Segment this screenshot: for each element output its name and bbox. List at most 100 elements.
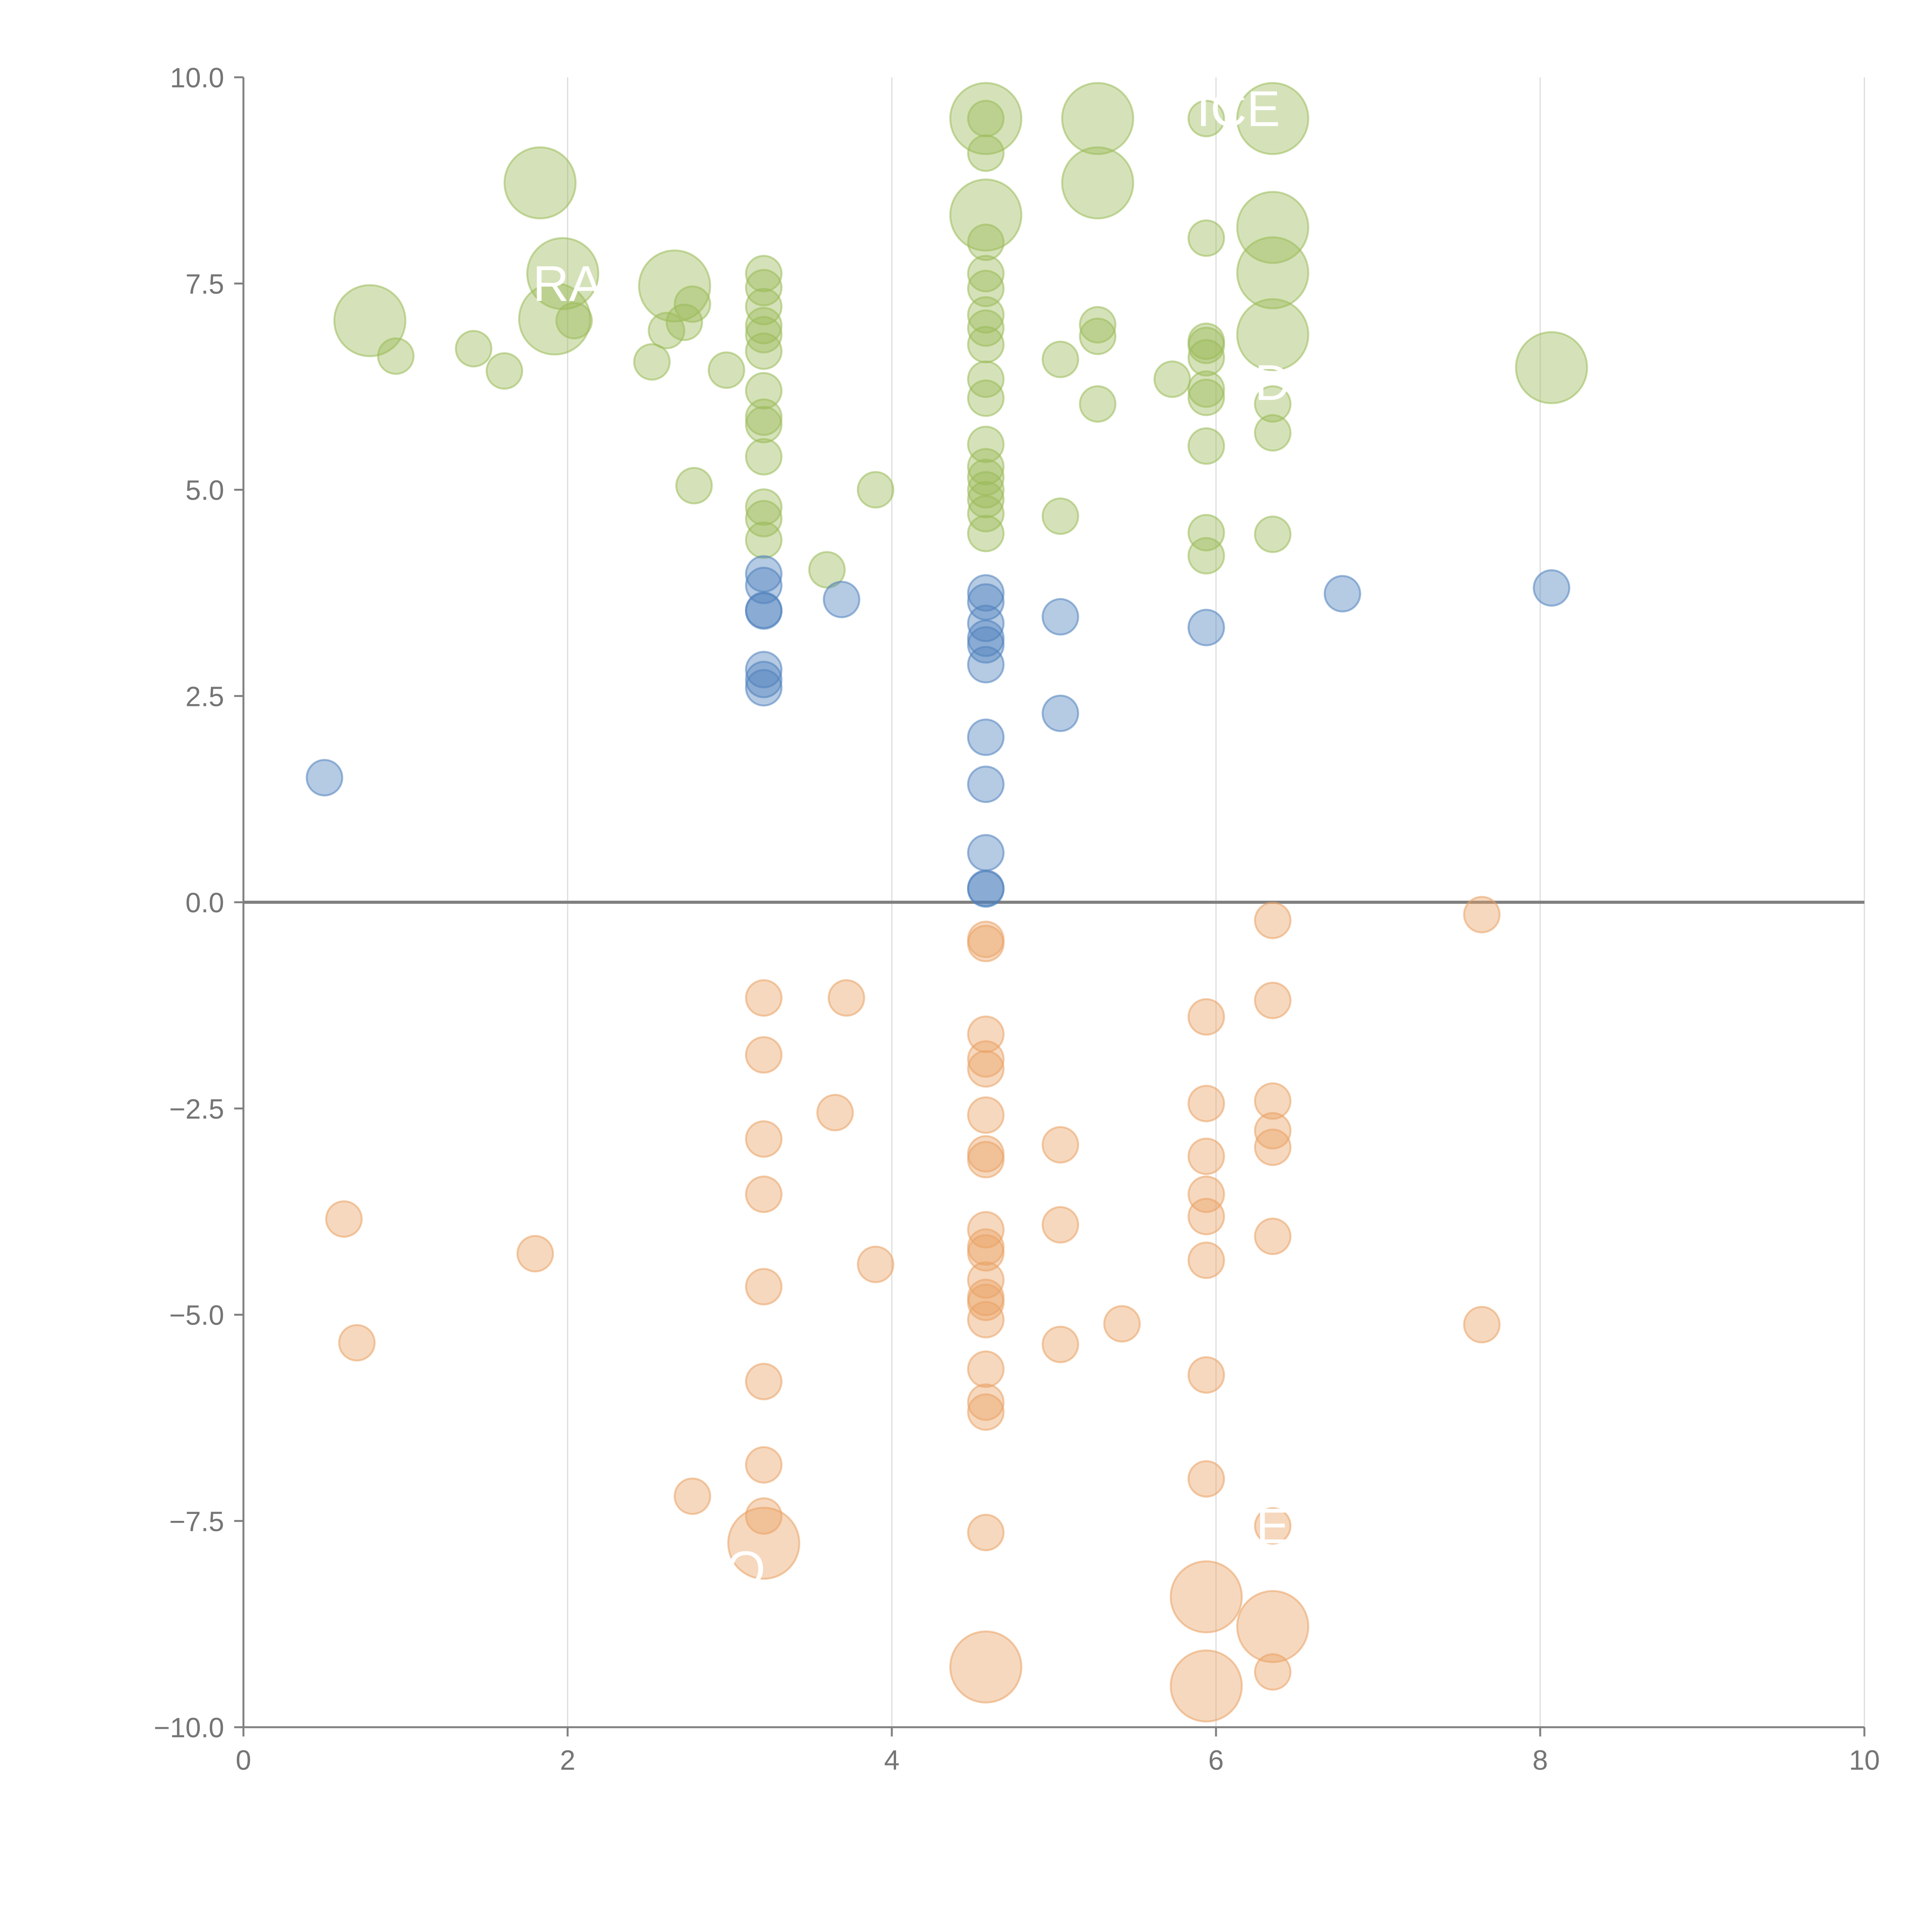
orange-point [1463,1306,1501,1344]
green-point [857,471,895,509]
orange-point [745,1362,783,1400]
green-point [1187,327,1225,364]
blue-point [745,669,783,707]
orange-point [1463,896,1501,934]
orange-point [967,1393,1005,1431]
green-point [1061,146,1134,219]
green-point [1079,317,1117,355]
orange-point [745,1175,783,1213]
orange-point [1254,1112,1292,1150]
point-label: E [1256,1498,1289,1554]
orange-point [1170,1649,1243,1723]
orange-point [1254,901,1292,939]
green-point [1041,340,1079,378]
x-tick-label: 6 [1208,1745,1224,1776]
blue-point [745,661,783,699]
green-point [967,296,1005,334]
green-point [808,551,846,589]
green-point [967,360,1005,398]
point-label: O [726,1541,765,1597]
green-point [967,309,1005,347]
green-point [949,82,1022,155]
y-tick-label: −7.5 [169,1506,224,1537]
green-point [526,237,599,310]
green-point [1187,370,1225,408]
orange-point [1254,1082,1292,1120]
green-point [648,311,685,349]
green-point [1254,414,1292,452]
green-point [518,282,591,356]
blue-point [967,870,1005,908]
orange-point [745,1268,783,1306]
blue-point [1187,609,1225,646]
green-point [745,255,783,293]
orange-point [1041,1126,1079,1164]
orange-point [338,1324,376,1362]
orange-point [857,1245,895,1283]
green-point [333,284,406,357]
green-point [1079,306,1117,344]
orange-point [967,1050,1005,1088]
orange-point [1187,1356,1225,1394]
orange-point [727,1507,801,1580]
orange-point [1187,1175,1225,1213]
blue-point [1041,694,1079,732]
orange-point [1103,1305,1141,1343]
orange-point [1236,1590,1310,1663]
orange-point [1187,1197,1225,1235]
green-point [967,379,1005,417]
green-point [745,488,783,526]
blue-point [967,834,1005,872]
green-point [967,270,1005,308]
green-point [638,249,711,323]
orange-point [816,1094,854,1131]
green-point [555,302,593,340]
green-point [665,303,703,341]
green-point [967,425,1005,463]
blue-point [1532,569,1570,607]
green-point [377,337,415,375]
orange-point [1254,981,1292,1019]
blue-point [306,759,344,797]
orange-point [1254,1128,1292,1166]
orange-point [949,1630,1022,1704]
green-point [485,352,523,390]
orange-point [745,1446,783,1484]
orange-point [745,1036,783,1074]
green-point [1187,427,1225,465]
green-point [1187,537,1225,575]
green-point [967,326,1005,364]
blue-point [967,626,1005,664]
green-point [1187,219,1225,257]
orange-point [745,979,783,1017]
y-tick-label: 10.0 [170,63,224,94]
orange-point [967,1234,1005,1272]
blue-point [967,718,1005,756]
orange-point [967,1301,1005,1338]
orange-point [1187,1138,1225,1175]
green-point [967,448,1005,486]
green-point [745,269,783,306]
green-point [455,330,493,367]
orange-point [745,1120,783,1158]
green-point [675,467,713,505]
orange-point [1170,1560,1243,1634]
blue-point [745,592,783,630]
green-point [745,521,783,559]
green-point [745,307,783,345]
green-point [967,134,1005,172]
blue-point [967,574,1005,612]
x-tick-label: 8 [1532,1745,1548,1776]
orange-point [967,1514,1005,1551]
y-tick-label: 7.5 [185,269,224,300]
axes: 0 2 4 6 8 10 −10.0 −7.5 −5.0 −2.5 0.0 2.5 5.0 7.5 10.0 [154,63,1880,1776]
point-label: D [1255,354,1291,411]
orange-point [1254,1507,1292,1545]
y-tick-label: −10.0 [154,1713,224,1743]
green-point [967,255,1005,293]
green-point [1153,360,1191,398]
orange-point [1187,1242,1225,1279]
green-point [1236,191,1310,264]
green-point [967,515,1005,553]
